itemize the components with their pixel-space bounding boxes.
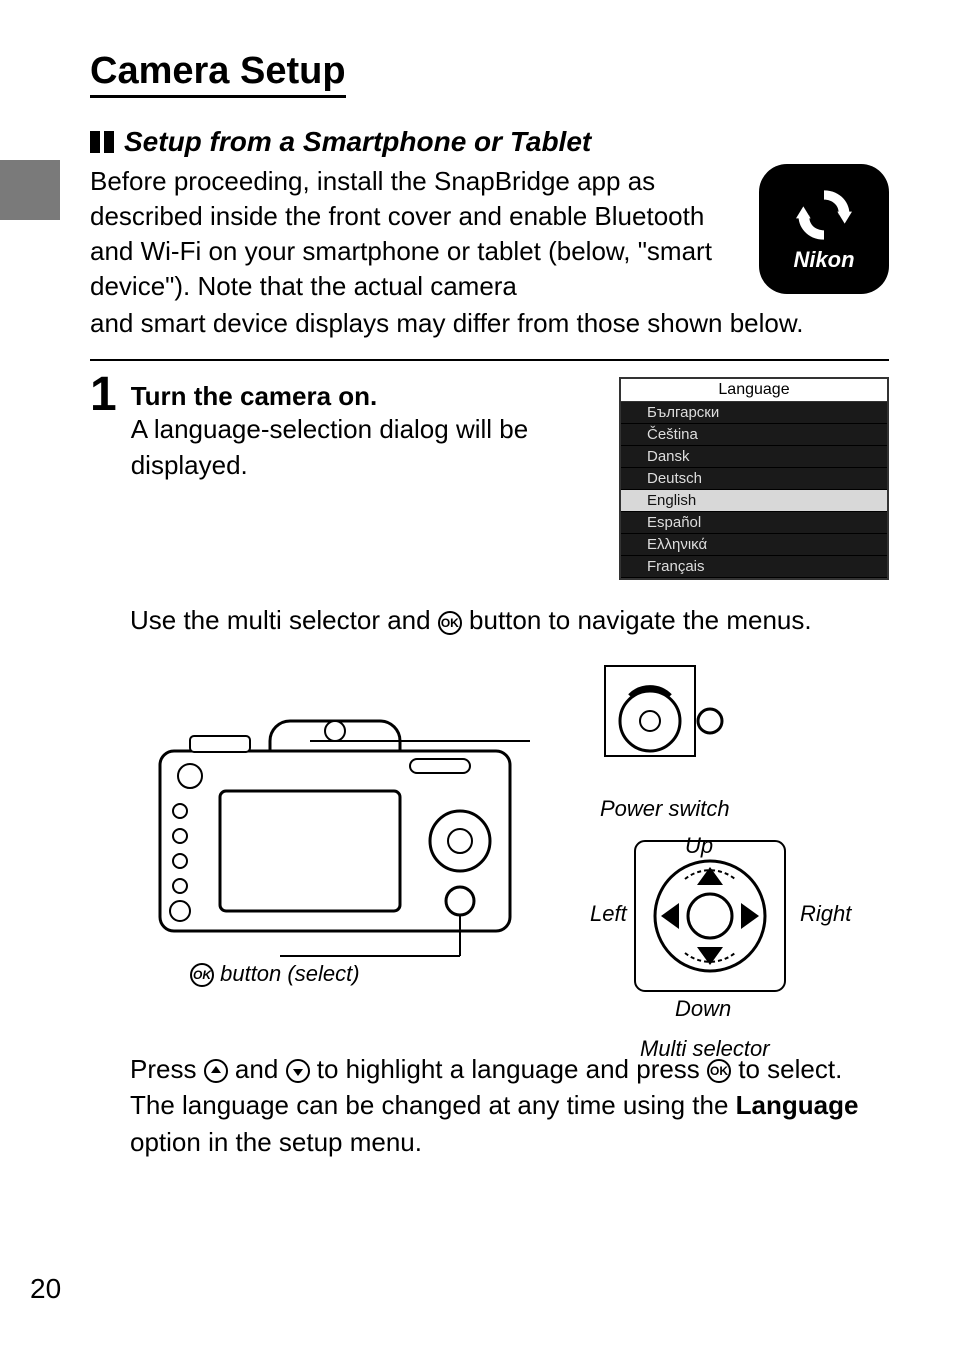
language-option: Čeština xyxy=(621,424,887,446)
language-option: Български xyxy=(621,402,887,424)
language-option: Dansk xyxy=(621,446,887,468)
power-switch-label: Power switch xyxy=(600,796,730,822)
step-body: Turn the camera on. A language-selection… xyxy=(131,371,889,580)
language-option: Deutsch xyxy=(621,468,887,490)
multi-selector-label: Multi selector xyxy=(640,1036,770,1062)
left-label: Left xyxy=(590,901,627,927)
language-menu-header: Language xyxy=(621,379,887,402)
divider xyxy=(90,359,889,361)
up-arrow-icon xyxy=(204,1059,228,1083)
step-title: Turn the camera on. xyxy=(131,381,599,412)
language-option: Français xyxy=(621,556,887,578)
manual-page: 20 Camera Setup Setup from a Smartphone … xyxy=(0,0,954,1345)
step-number: 1 xyxy=(90,371,117,419)
snapbridge-logo: Nikon xyxy=(759,164,889,294)
language-menu: Language БългарскиČeštinaDanskDeutschEng… xyxy=(619,377,889,580)
ok-icon: OK xyxy=(707,1059,731,1083)
side-tab xyxy=(0,160,60,220)
language-option: Ελληνικά xyxy=(621,534,887,556)
page-title: Camera Setup xyxy=(90,50,346,98)
right-label: Right xyxy=(800,901,851,927)
camera-back-icon xyxy=(150,701,530,961)
nav-text-post: button to navigate the menus. xyxy=(462,605,812,635)
language-option: English xyxy=(621,490,887,512)
intro-paragraph-1: Before proceeding, install the SnapBridg… xyxy=(90,164,741,304)
camera-diagram: Power switch Up Left Right Down Multi se… xyxy=(130,661,889,1031)
intro-row: Before proceeding, install the SnapBridg… xyxy=(90,164,889,304)
page-number: 20 xyxy=(30,1273,61,1305)
step-text: A language-selection dialog will be disp… xyxy=(131,412,599,482)
intro-paragraph-2: and smart device displays may differ fro… xyxy=(90,306,889,341)
logo-brand-text: Nikon xyxy=(793,247,854,273)
up-label: Up xyxy=(685,833,713,859)
down-label: Down xyxy=(675,996,731,1022)
subheading-text: Setup from a Smartphone or Tablet xyxy=(124,126,591,158)
nav-text-pre: Use the multi selector and xyxy=(130,605,438,635)
down-arrow-icon xyxy=(286,1059,310,1083)
heading-bars-icon xyxy=(90,131,114,153)
ok-icon: OK xyxy=(438,611,462,635)
language-option: Español xyxy=(621,512,887,534)
final-paragraph: Press and to highlight a language and pr… xyxy=(130,1051,889,1160)
subheading-row: Setup from a Smartphone or Tablet xyxy=(90,126,889,158)
power-switch-icon xyxy=(600,661,730,791)
nav-instruction: Use the multi selector and OK button to … xyxy=(130,602,889,638)
step-1: 1 Turn the camera on. A language-selecti… xyxy=(90,371,889,580)
ok-button-label: OK button (select) xyxy=(190,961,360,987)
snapbridge-icon xyxy=(789,185,859,245)
ok-icon: OK xyxy=(190,963,214,987)
language-bold: Language xyxy=(736,1090,859,1120)
